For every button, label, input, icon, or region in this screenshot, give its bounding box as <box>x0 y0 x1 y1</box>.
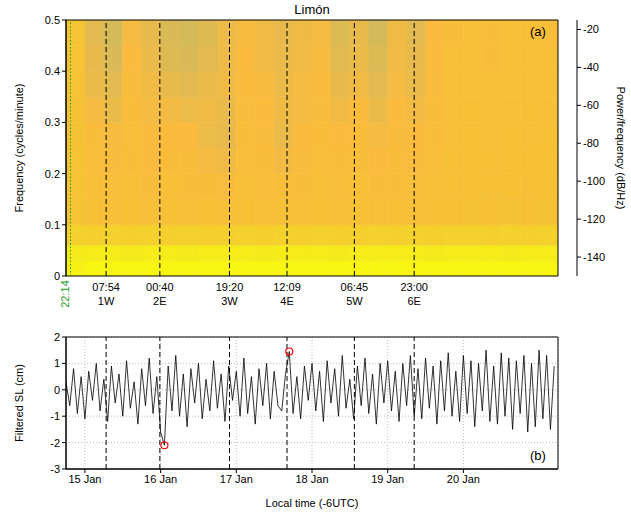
html-text:Limón: Limón <box>294 2 330 17</box>
svg-text:-120: -120 <box>583 213 605 225</box>
svg-text:-100: -100 <box>583 175 605 187</box>
html-text:(b): (b) <box>530 448 546 463</box>
svg-text:-60: -60 <box>583 99 599 111</box>
svg-text:Frequency (cycles/minute): Frequency (cycles/minute) <box>13 84 25 213</box>
svg-text:-3: -3 <box>50 463 60 475</box>
svg-text:Power/frequency (dB/Hz): Power/frequency (dB/Hz) <box>615 87 627 210</box>
svg-text:0.4: 0.4 <box>45 65 60 77</box>
svg-text:1W: 1W <box>98 295 115 307</box>
svg-text:12:09: 12:09 <box>273 281 301 293</box>
svg-text:-1: -1 <box>50 410 60 422</box>
svg-text:1: 1 <box>54 357 60 369</box>
svg-text:3W: 3W <box>221 295 238 307</box>
svg-text:0.5: 0.5 <box>45 14 60 26</box>
svg-text:6E: 6E <box>407 295 420 307</box>
svg-text:17 Jan: 17 Jan <box>220 473 253 485</box>
svg-text:2E: 2E <box>153 295 166 307</box>
html-text:(a): (a) <box>530 24 546 39</box>
svg-text:18 Jan: 18 Jan <box>295 473 328 485</box>
svg-text:4E: 4E <box>280 295 293 307</box>
svg-text:16 Jan: 16 Jan <box>144 473 177 485</box>
svg-text:-140: -140 <box>583 251 605 263</box>
svg-text:0: 0 <box>54 270 60 282</box>
svg-text:19:20: 19:20 <box>216 281 244 293</box>
svg-text:-40: -40 <box>583 61 599 73</box>
svg-text:-80: -80 <box>583 137 599 149</box>
svg-text:2: 2 <box>54 331 60 343</box>
svg-text:Local time (-6UTC): Local time (-6UTC) <box>266 497 359 509</box>
svg-text:-20: -20 <box>583 23 599 35</box>
svg-text:07:54: 07:54 <box>92 281 120 293</box>
svg-text:Filtered SL (cm): Filtered SL (cm) <box>13 364 25 442</box>
svg-text:0.3: 0.3 <box>45 116 60 128</box>
svg-text:19 Jan: 19 Jan <box>371 473 404 485</box>
svg-text:5W: 5W <box>346 295 363 307</box>
svg-text:06:45: 06:45 <box>341 281 369 293</box>
svg-text:0.2: 0.2 <box>45 168 60 180</box>
svg-text:-2: -2 <box>50 437 60 449</box>
svg-text:23:00: 23:00 <box>400 281 428 293</box>
svg-text:0.1: 0.1 <box>45 219 60 231</box>
svg-text:22:14: 22:14 <box>59 280 71 308</box>
svg-text:0: 0 <box>54 384 60 396</box>
svg-text:00:40: 00:40 <box>146 281 174 293</box>
svg-text:15 Jan: 15 Jan <box>68 473 101 485</box>
svg-text:20 Jan: 20 Jan <box>447 473 480 485</box>
